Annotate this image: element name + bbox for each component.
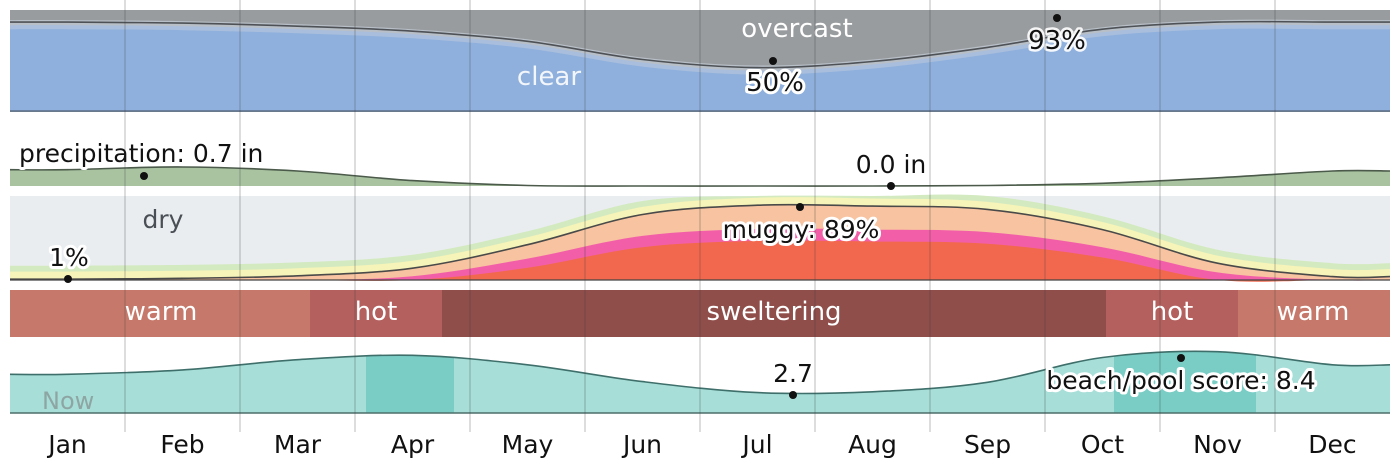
muggy-min-point (64, 275, 72, 283)
beach-panel: Now 2.7 beach/pool score: 8.4 (9, 350, 1391, 415)
month-tick-label: Sep (964, 430, 1011, 459)
cloud-min-label: 50% (746, 68, 804, 98)
month-gridlines (124, 0, 1276, 432)
humidity-panel: dry 1% muggy: 89% (9, 194, 1391, 283)
dry-label: dry (143, 205, 184, 234)
temp-segment-warm-end (1238, 290, 1390, 337)
beach-highlight-spring (366, 351, 454, 413)
overcast-label: overcast (741, 14, 852, 44)
now-label: Now (42, 387, 94, 415)
temp-label-warm-end: warm (1277, 297, 1350, 327)
beach-highlight-fall (1114, 351, 1256, 413)
cloud-max-point (1053, 14, 1061, 22)
temp-segment-warm-start (10, 290, 310, 337)
temp-segment-sweltering (442, 290, 1106, 337)
precip-area (10, 166, 1390, 187)
month-tick-label: May (502, 430, 554, 459)
month-tick-label: Dec (1308, 430, 1356, 459)
humidity-muggy-line (9, 203, 1391, 281)
temp-label-warm-start: warm (125, 297, 198, 327)
temperature-panel: warm hot sweltering hot warm (10, 290, 1390, 337)
month-tick-label: Mar (274, 430, 322, 459)
beach-score-area (10, 351, 1390, 413)
clear-label: clear (517, 62, 581, 92)
muggy-max-point (796, 203, 804, 211)
cloud-min-point (769, 57, 777, 65)
month-tick-label: Aug (848, 430, 897, 459)
month-tick-label: Jun (621, 430, 662, 459)
muggy-min-label: 1% (49, 243, 89, 272)
x-axis-months: Jan Feb Mar Apr May Jun Jul Aug Sep Oct Nov Dec (46, 430, 1356, 459)
precip-max-point (140, 172, 148, 180)
cloud-panel: overcast clear 50% 93% (9, 10, 1390, 112)
month-tick-label: Jul (740, 430, 772, 459)
beach-min-point (789, 391, 797, 399)
beach-max-point (1177, 354, 1185, 362)
beach-max-label: beach/pool score: 8.4 (1046, 366, 1315, 395)
precip-max-label: precipitation: 0.7 in (19, 139, 263, 168)
month-tick-label: Jan (46, 430, 87, 459)
cloud-max-label: 93% (1028, 26, 1086, 56)
month-tick-label: Oct (1081, 430, 1124, 459)
cloud-clear-area (10, 28, 1390, 111)
muggy-max-label: muggy: 89% (723, 215, 880, 244)
month-tick-label: Apr (391, 430, 435, 459)
temp-label-sweltering: sweltering (706, 297, 841, 327)
precip-min-point (887, 182, 895, 190)
temp-label-hot-fall: hot (1151, 297, 1194, 327)
month-tick-label: Nov (1193, 430, 1242, 459)
cloud-cover-line (9, 20, 1390, 69)
beach-score-line (9, 350, 1391, 395)
humidity-miserable-band (10, 240, 1390, 282)
temp-label-hot-spring: hot (355, 297, 398, 327)
beach-min-label: 2.7 (773, 359, 813, 388)
precip-min-label: 0.0 in (856, 150, 927, 179)
temp-segment-hot-fall (1106, 290, 1238, 337)
precip-line (9, 166, 1391, 187)
precip-panel: precipitation: 0.7 in 0.0 in (9, 136, 1391, 190)
month-tick-label: Feb (160, 430, 204, 459)
temp-segment-hot-spring (310, 290, 442, 337)
